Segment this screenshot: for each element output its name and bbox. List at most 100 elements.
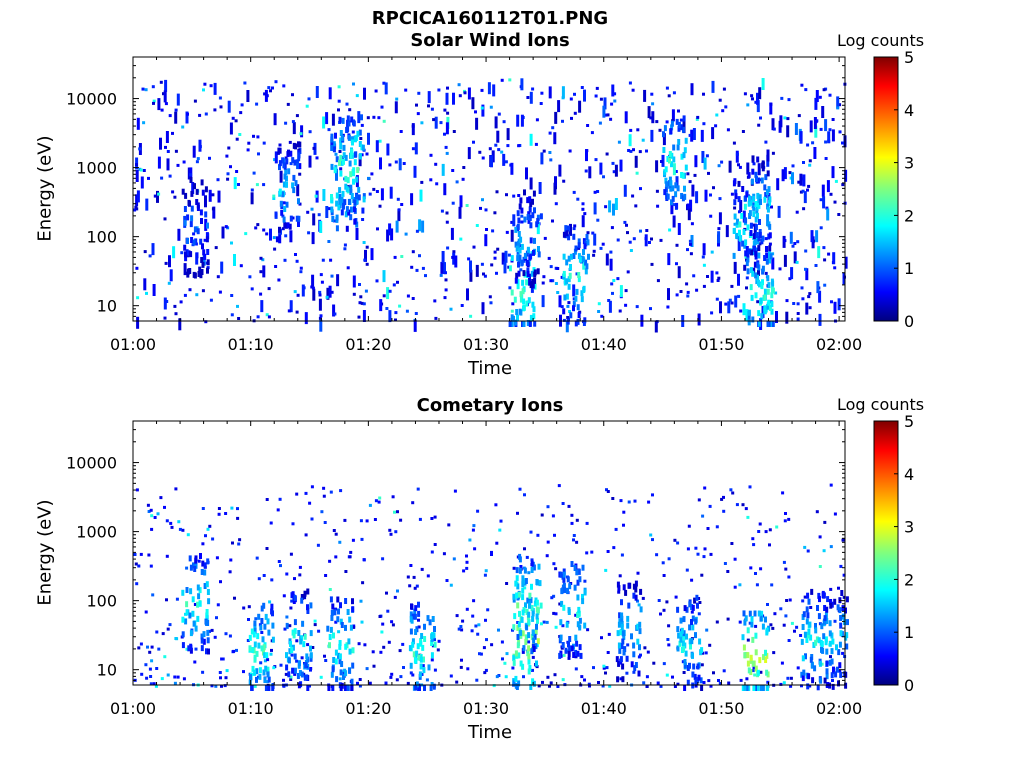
spectrogram-pixel [314,194,318,198]
spectrogram-pixel [303,596,307,600]
spectrogram-pixel [200,645,204,652]
spectrogram-pixel [626,622,630,629]
spectrogram-pixel [688,624,692,631]
spectrogram-pixel [299,638,303,645]
spectrogram-pixel [826,208,830,221]
spectrogram-pixel [554,202,558,206]
spectrogram-pixel [821,184,825,197]
spectrogram-pixel [743,242,747,249]
spectrogram-pixel [325,295,329,299]
spectrogram-pixel [825,660,829,667]
spectrogram-pixel [337,630,341,634]
spectrogram-pixel [304,312,308,325]
spectrogram-pixel [433,626,436,632]
colorbar [873,56,899,322]
spectrogram-pixel [291,120,295,124]
spectrogram-pixel [495,271,498,275]
spectrogram-pixel [659,612,662,616]
spectrogram-pixel [226,172,230,176]
spectrogram-pixel [769,102,773,115]
spectrogram-pixel [203,583,207,589]
spectrogram-pixel [826,180,830,193]
spectrogram-pixel [150,514,154,518]
spectrogram-pixel [460,628,464,632]
spectrogram-pixel [330,197,334,204]
spectrogram-pixel [632,642,636,649]
spectrogram-pixel [203,569,207,576]
spectrogram-pixel [686,294,690,298]
spectrogram-pixel [582,285,586,292]
spectrogram-pixel [484,668,488,672]
spectrogram-pixel [164,79,168,92]
spectrogram-pixel [349,189,353,195]
spectrogram-pixel [312,288,316,301]
spectrogram-pixel [209,84,213,88]
spectrogram-pixel [703,547,707,551]
spectrogram-pixel [345,225,349,232]
spectrogram-pixel [385,307,389,310]
spectrogram-pixel [431,616,435,622]
spectrogram-pixel [260,645,264,652]
spectrogram-pixel [402,666,405,669]
spectrogram-pixel [344,570,348,573]
spectrogram-pixel [391,623,395,627]
spectrogram-pixel [600,636,603,640]
spectrogram-pixel [739,309,743,313]
spectrogram-pixel [527,571,531,575]
spectrogram-pixel [414,142,418,155]
x-tick-label: 01:20 [345,699,391,718]
spectrogram-pixel [506,128,510,141]
spectrogram-pixel [515,309,519,315]
spectrogram-pixel [331,216,335,222]
spectrogram-pixel [532,646,536,652]
spectrogram-pixel [208,524,212,528]
spectrogram-pixel [169,521,173,525]
spectrogram-pixel [659,684,663,688]
spectrogram-pixel [688,662,691,669]
spectrogram-pixel [585,263,589,270]
spectrogram-pixel [292,187,296,194]
spectrogram-pixel [330,671,334,678]
spectrogram-pixel [205,232,209,239]
spectrogram-pixel [665,600,669,604]
spectrogram-pixel [685,568,689,572]
spectrogram-pixel [837,680,840,687]
spectrogram-pixel [284,234,288,238]
spectrogram-pixel [596,190,600,193]
spectrogram-pixel [811,141,815,145]
spectrogram-pixel [747,667,751,674]
spectrogram-pixel [199,209,203,216]
spectrogram-pixel [507,265,511,269]
spectrogram-pixel [355,198,359,205]
spectrogram-pixel [537,246,540,252]
spectrogram-pixel [533,633,537,640]
spectrogram-pixel [181,528,185,532]
spectrogram-pixel [526,96,530,99]
spectrogram-pixel [338,653,342,660]
spectrogram-pixel [818,535,822,539]
spectrogram-pixel [664,166,668,173]
spectrogram-pixel [288,223,292,230]
spectrogram-pixel [485,638,488,642]
spectrogram-pixel [709,684,713,688]
spectrogram-pixel [205,609,209,615]
spectrogram-pixel [754,201,758,207]
spectrogram-pixel [405,309,409,313]
spectrogram-pixel [516,634,520,640]
spectrogram-pixel [378,204,382,208]
spectrogram-pixel [515,272,519,279]
spectrogram-pixel [275,236,279,243]
spectrogram-pixel [370,248,374,261]
spectrogram-pixel [525,250,529,257]
spectrogram-pixel [257,642,261,649]
spectrogram-pixel [487,82,491,95]
spectrogram-pixel [567,301,571,305]
spectrogram-pixel [738,165,742,169]
spectrogram-pixel [337,108,340,112]
spectrogram-pixel [757,252,761,259]
spectrogram-pixel [238,538,242,542]
spectrogram-pixel [814,639,818,646]
spectrogram-pixel [529,597,533,604]
spectrogram-pixel [722,509,726,513]
spectrogram-pixel [510,309,514,313]
